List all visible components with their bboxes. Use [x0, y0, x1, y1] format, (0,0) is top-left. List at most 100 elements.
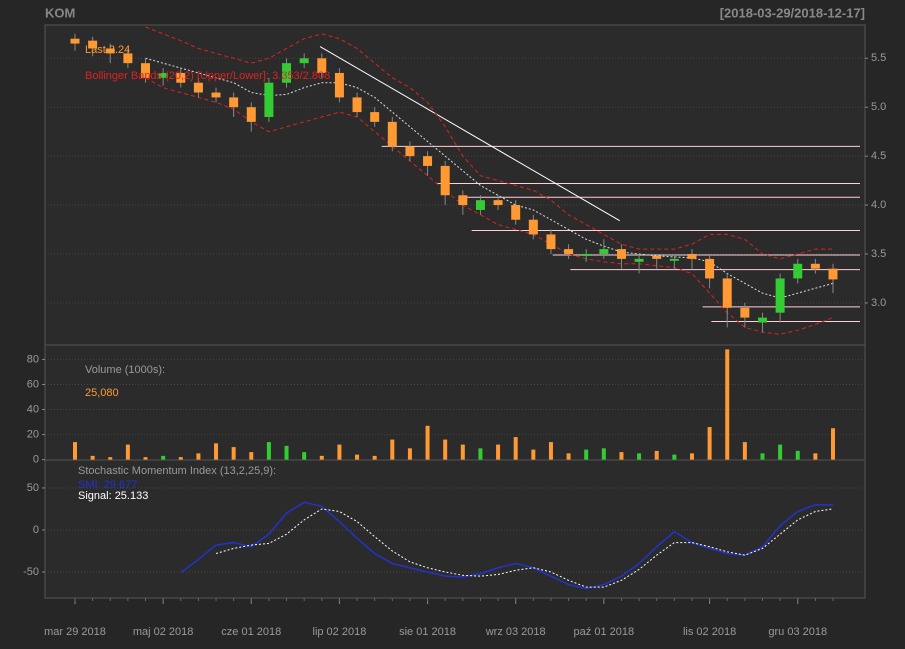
volume-bar	[619, 452, 624, 460]
candle-body	[299, 58, 309, 64]
volume-bar	[231, 447, 236, 460]
candle-body	[282, 63, 292, 83]
volume-bar	[73, 442, 77, 460]
volume-bar	[725, 349, 730, 460]
candle-body	[387, 121, 397, 147]
smi-line	[215, 508, 834, 588]
x-tick-label: lis 02 2018	[683, 626, 736, 638]
candle-body	[740, 307, 750, 318]
volume-bar	[548, 442, 553, 460]
y-tick-label: 3.5	[871, 248, 886, 260]
x-tick-label: lip 02 2018	[313, 626, 367, 638]
volume-bar	[407, 448, 412, 460]
candle-body	[528, 219, 538, 235]
volume-bar	[249, 452, 254, 460]
candle-body	[705, 258, 715, 279]
candle-body	[722, 278, 732, 308]
candle-body	[370, 112, 380, 122]
trend-line	[319, 46, 620, 222]
candle-body	[810, 263, 820, 269]
candle-body	[264, 82, 274, 117]
volume-bar	[584, 449, 589, 460]
volume-bar	[355, 454, 360, 460]
candle-body	[141, 63, 151, 78]
candle-body	[440, 165, 450, 196]
y-tick-label: 80	[27, 353, 39, 365]
candle-body	[88, 40, 98, 49]
panel-title: Volume (1000s):	[85, 364, 165, 376]
candle-body	[599, 249, 609, 254]
volume-bar	[425, 425, 430, 460]
candle-body	[546, 234, 556, 250]
volume-bar	[90, 455, 95, 460]
volume-bar	[672, 454, 677, 460]
volume-bar	[372, 455, 377, 460]
panel-title: Stochastic Momentum Index (13,2,25,9):	[78, 465, 276, 477]
volume-bar	[795, 450, 800, 460]
volume-bar	[689, 453, 694, 460]
volume-bar	[108, 457, 113, 460]
volume-bar	[813, 453, 818, 460]
y-tick-label: 4.5	[871, 150, 886, 162]
x-tick-label: maj 02 2018	[133, 626, 194, 638]
x-tick-label: mar 29 2018	[44, 626, 106, 638]
candle-body	[581, 253, 591, 256]
candle-body	[193, 82, 203, 93]
candle-body	[176, 72, 186, 83]
bollinger-lower	[145, 77, 834, 335]
volume-bar	[496, 444, 501, 460]
candle-body	[70, 38, 80, 44]
y-tick-label: 3.0	[871, 297, 886, 309]
candle-body	[775, 278, 785, 313]
volume-bar	[196, 453, 201, 460]
bands-label: Bollinger Bands (20,2) [Upper/Lower]: 3.…	[85, 70, 330, 82]
volume-bar	[125, 444, 130, 460]
y-tick-label: 4.0	[871, 199, 886, 211]
volume-bar	[531, 449, 536, 460]
last-label: 25,080	[85, 387, 119, 399]
y-tick-label: -50	[23, 566, 39, 578]
x-tick-label: wrz 03 2018	[485, 626, 546, 638]
volume-bar	[443, 439, 448, 460]
bollinger-mid	[145, 57, 834, 299]
last-label: Last 3.24	[85, 44, 130, 56]
volume-bar	[778, 444, 783, 460]
volume-bar	[707, 427, 712, 460]
y-tick-label: 20	[27, 428, 39, 440]
date-range: [2018-03-29/2018-12-17]	[720, 5, 865, 20]
candle-body	[493, 200, 503, 206]
volume-bar	[601, 448, 606, 460]
candle-body	[211, 92, 221, 98]
volume-bar	[319, 455, 324, 460]
candle-body	[828, 268, 838, 280]
volume-bar	[302, 452, 307, 460]
bollinger-upper	[145, 26, 833, 260]
candle-body	[669, 258, 679, 261]
x-tick-label: cze 01 2018	[221, 626, 281, 638]
volume-bar	[742, 442, 747, 460]
smi-line	[180, 501, 834, 590]
y-tick-label: 5.0	[871, 101, 886, 113]
candle-body	[652, 255, 662, 259]
y-tick-label: 50	[27, 482, 39, 494]
volume-bar	[214, 443, 219, 460]
candle-body	[458, 195, 468, 206]
symbol: KOM	[45, 5, 75, 20]
candle-body	[334, 72, 344, 98]
candle-body	[246, 107, 256, 122]
y-tick-label: 60	[27, 378, 39, 390]
volume-bar	[654, 450, 659, 460]
candle-body	[405, 146, 415, 157]
volume-bar	[178, 457, 183, 460]
plot-area	[44, 24, 866, 599]
volume-bar	[337, 444, 342, 460]
candle-body	[687, 253, 697, 259]
y-tick-label: 0	[33, 454, 39, 466]
volume-bar	[390, 439, 395, 460]
volume-bar	[143, 457, 148, 460]
volume-bar	[460, 444, 465, 460]
candle-body	[229, 97, 239, 108]
candle-body	[511, 205, 521, 220]
